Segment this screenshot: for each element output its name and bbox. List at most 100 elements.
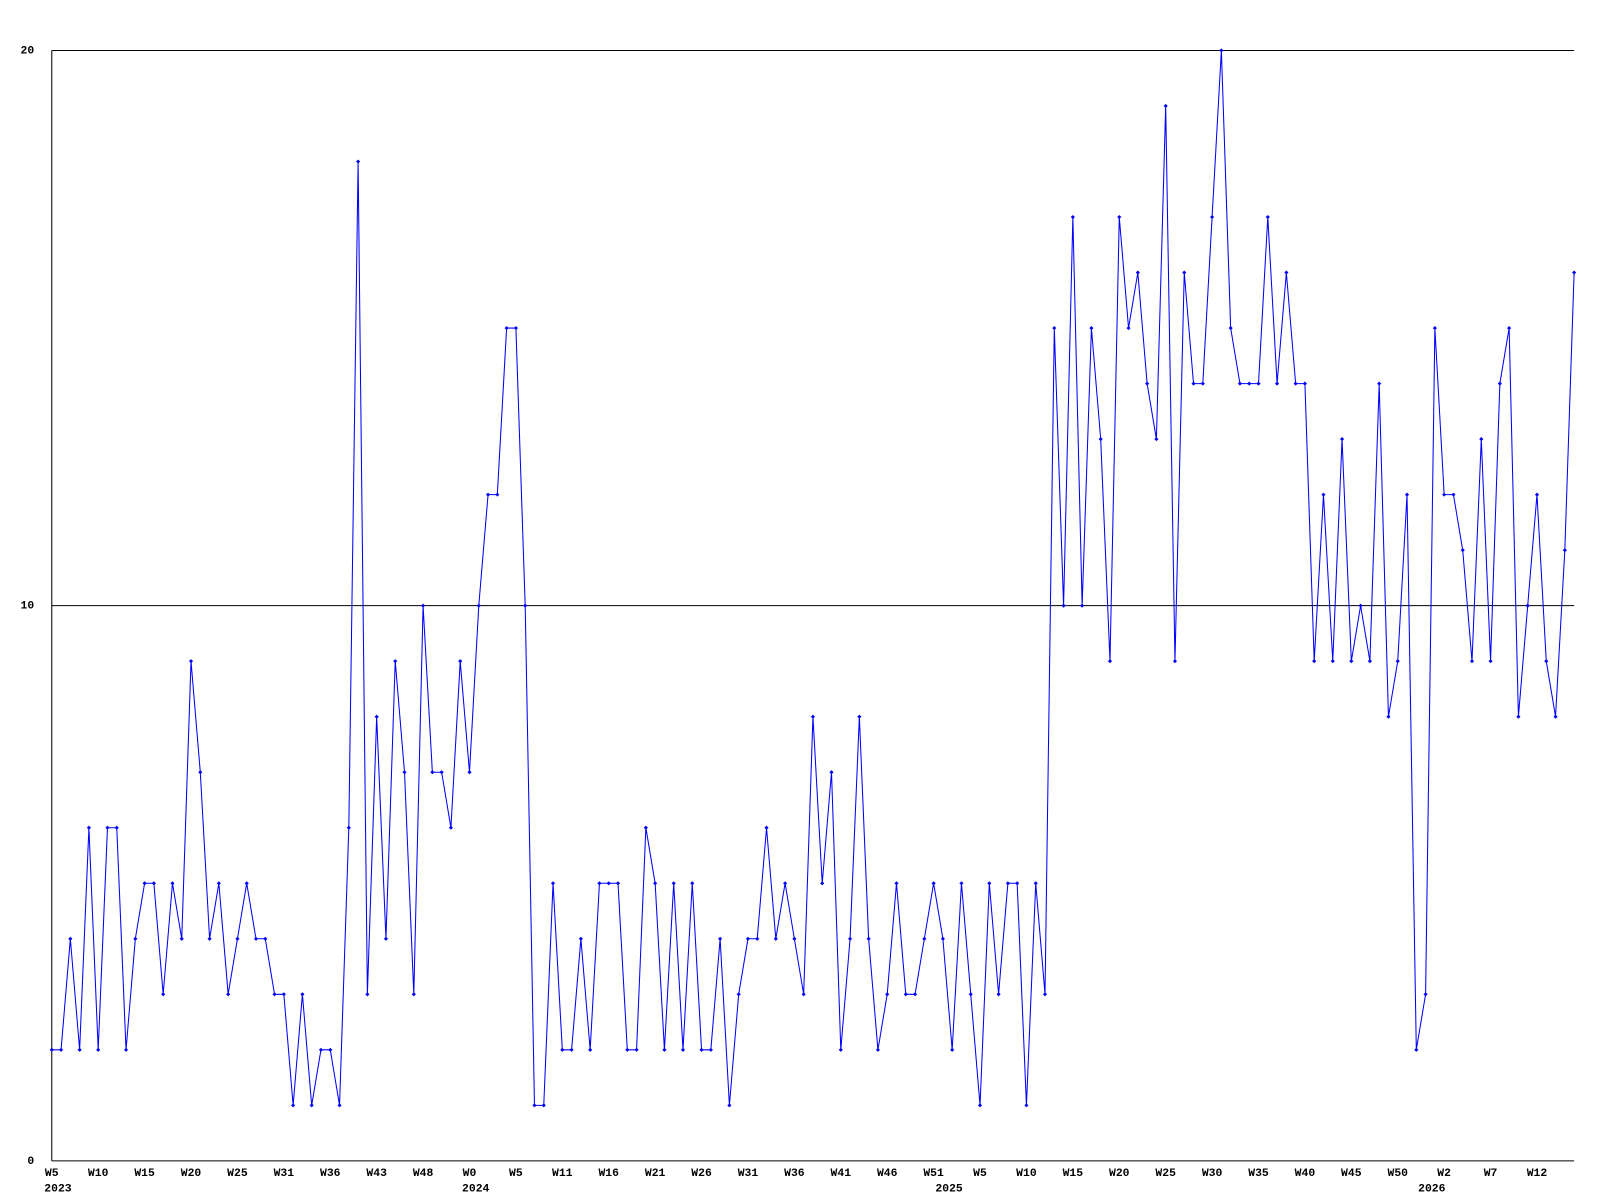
data-point (1544, 659, 1549, 664)
data-point (550, 881, 556, 886)
data-point (634, 1047, 639, 1052)
data-point (532, 1103, 537, 1108)
data-point (588, 1047, 593, 1052)
data-point (439, 770, 444, 775)
data-point (1516, 714, 1521, 719)
x-tick-label: W50 (1387, 1168, 1408, 1180)
data-point (838, 1047, 843, 1052)
data-point (411, 992, 416, 997)
x-tick-label: W36 (320, 1168, 341, 1180)
data-point (1089, 326, 1094, 331)
data-point (1507, 326, 1512, 331)
data-point (1451, 492, 1456, 497)
data-point (1098, 437, 1103, 442)
data-point (1274, 381, 1280, 386)
data-point (690, 881, 695, 886)
data-point (170, 881, 175, 886)
data-point (1386, 714, 1391, 719)
data-point (1377, 381, 1382, 386)
y-tick-label: 10 (20, 601, 34, 613)
data-point (829, 770, 834, 775)
data-point (142, 881, 147, 886)
data-point (680, 1047, 686, 1052)
data-point (58, 1047, 64, 1052)
x-tick-label: W5 (973, 1168, 987, 1180)
data-point (912, 992, 918, 997)
data-point (1135, 270, 1140, 275)
x-tick-label: W0 (463, 1168, 477, 1180)
x-tick-label: W41 (831, 1168, 852, 1180)
data-point (448, 825, 453, 830)
data-point (810, 714, 816, 719)
data-point (318, 1047, 324, 1052)
data-point (940, 936, 945, 941)
data-point (1432, 326, 1437, 331)
data-point (467, 770, 472, 775)
y-tick-label: 0 (27, 1156, 34, 1168)
data-point (263, 936, 268, 941)
data-point (541, 1103, 546, 1108)
data-point (1191, 381, 1196, 386)
data-point (615, 881, 621, 886)
data-point (374, 714, 379, 719)
x-tick-label: W40 (1295, 1168, 1316, 1180)
data-point (783, 881, 788, 886)
data-point (903, 992, 908, 997)
data-point (699, 1047, 704, 1052)
year-label: 2024 (462, 1184, 490, 1196)
data-point (1052, 326, 1057, 331)
data-point (281, 992, 286, 997)
data-point (764, 825, 769, 830)
data-point (1154, 437, 1159, 442)
x-tick-label: W25 (227, 1168, 248, 1180)
data-point (1061, 603, 1066, 608)
data-point (745, 936, 751, 941)
data-point (922, 936, 927, 941)
data-point (996, 992, 1001, 997)
data-point (671, 881, 676, 886)
data-point (875, 1047, 880, 1052)
data-point (68, 936, 73, 941)
x-tick-label: W35 (1248, 1168, 1269, 1180)
data-point (1497, 381, 1502, 386)
data-point (773, 936, 778, 941)
data-point (272, 992, 277, 997)
data-point (1367, 659, 1372, 664)
year-label: 2025 (935, 1184, 963, 1196)
x-tick-label: W26 (691, 1168, 712, 1180)
data-point (1469, 659, 1475, 664)
data-point (1237, 381, 1243, 386)
data-point (1247, 381, 1252, 386)
data-point (123, 1047, 129, 1052)
data-point (1414, 1047, 1419, 1052)
data-point (1172, 659, 1178, 664)
x-tick-label: W12 (1527, 1168, 1548, 1180)
data-point (114, 825, 119, 830)
x-tick-label: W10 (1016, 1168, 1037, 1180)
x-tick-label: W5 (509, 1168, 523, 1180)
x-tick-label: W2 (1437, 1168, 1451, 1180)
data-point (1024, 1103, 1029, 1108)
data-point (1479, 437, 1484, 442)
data-point (207, 936, 212, 941)
data-point (1284, 270, 1289, 275)
data-point (393, 659, 398, 664)
x-tick-label: W15 (134, 1168, 155, 1180)
data-point (727, 1103, 732, 1108)
data-line (51, 50, 1575, 1106)
x-tick-label: W16 (598, 1168, 619, 1180)
x-tick-label: W48 (413, 1168, 434, 1180)
data-point (885, 992, 890, 997)
data-point (1033, 881, 1038, 886)
data-point (718, 936, 723, 941)
data-point (356, 159, 361, 164)
data-point (504, 326, 509, 331)
data-point (179, 936, 184, 941)
x-tick-label: W10 (88, 1168, 109, 1180)
x-tick-label: W15 (1063, 1168, 1084, 1180)
data-point (328, 1047, 333, 1052)
data-point (931, 881, 936, 886)
data-point (820, 881, 825, 886)
data-point (1200, 381, 1205, 386)
